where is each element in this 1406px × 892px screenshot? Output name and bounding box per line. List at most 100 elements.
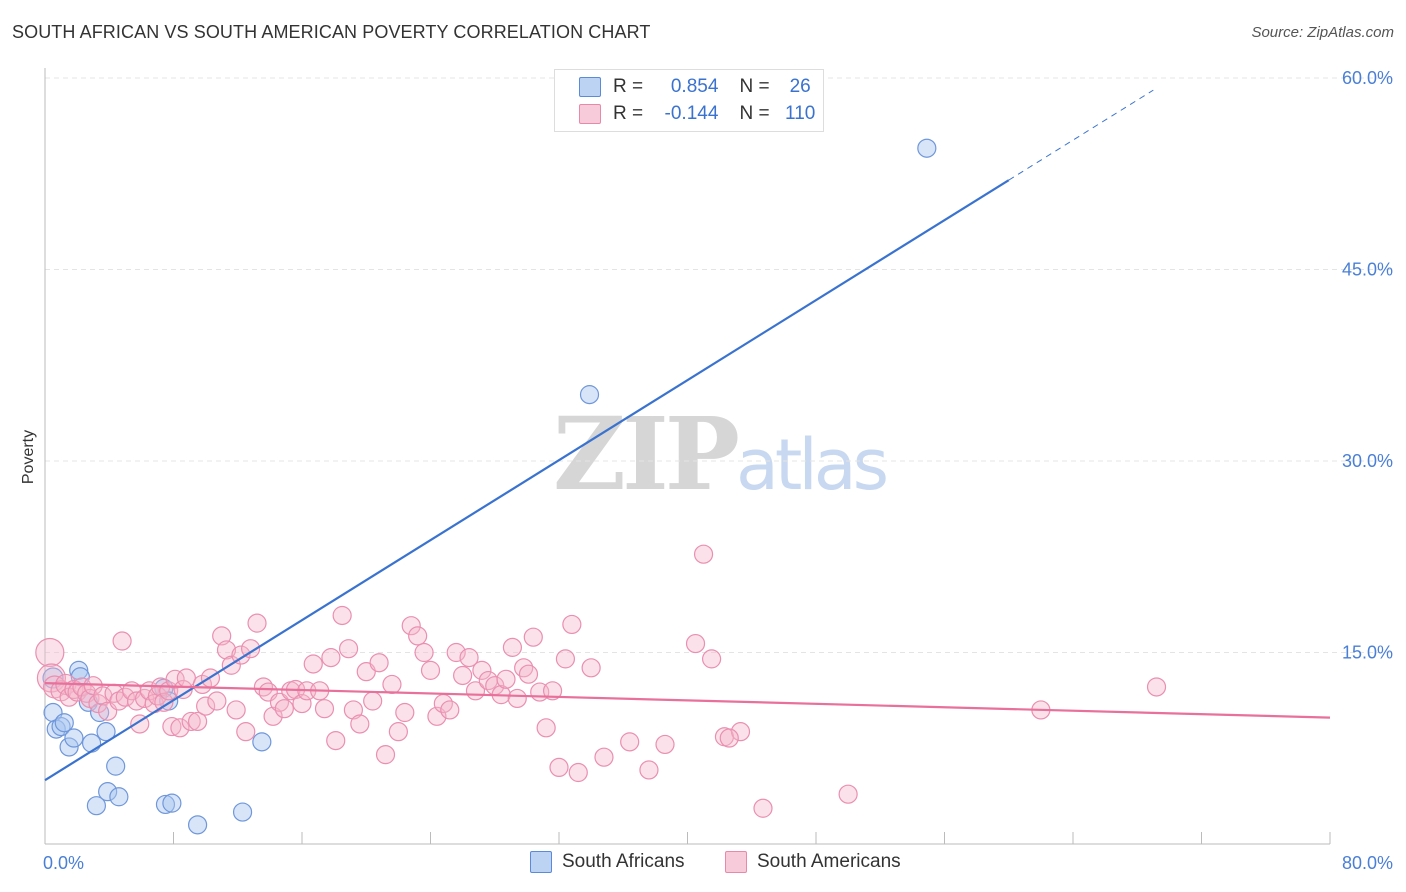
south-american-point xyxy=(303,654,323,674)
legend-swatch-blue xyxy=(579,77,601,97)
south-african-point xyxy=(106,756,126,776)
south-american-point xyxy=(753,798,773,818)
south-american-point xyxy=(459,648,479,668)
south-african-point xyxy=(109,787,129,807)
south-american-point xyxy=(719,728,739,748)
south-american-point xyxy=(338,639,359,659)
south-american-point xyxy=(562,614,582,635)
south-american-point xyxy=(594,747,614,767)
south-american-point xyxy=(231,645,251,665)
south-american-point xyxy=(395,702,415,723)
south-american-point xyxy=(446,642,466,663)
south-american-point xyxy=(176,668,196,688)
south-american-point xyxy=(496,669,516,689)
south-american-point xyxy=(401,616,421,636)
south-african-point xyxy=(81,733,102,753)
legend-n-value: 26 xyxy=(789,76,811,97)
south-american-point xyxy=(549,757,569,778)
south-american-point xyxy=(326,730,346,751)
south-american-point xyxy=(838,784,858,804)
south-american-point xyxy=(343,700,363,720)
x-tick-label: 80.0% xyxy=(1342,853,1393,873)
legend-r-value: 0.854 xyxy=(670,76,719,97)
south-african-point xyxy=(59,737,79,757)
south-african-point xyxy=(64,728,84,748)
watermark-atlas: atlas xyxy=(735,424,889,506)
south-american-point xyxy=(375,745,396,765)
trend-lines xyxy=(44,89,1331,782)
south-american-point xyxy=(112,631,132,651)
south-american-point xyxy=(518,664,539,684)
south-american-point xyxy=(216,640,237,660)
watermark: ZIPatlas xyxy=(553,395,889,513)
south-american-point xyxy=(414,642,434,663)
bottom-legend-south-americans[interactable]: South Americans xyxy=(725,851,901,873)
south-american-point xyxy=(453,665,473,686)
gridlines xyxy=(45,77,1393,653)
south-american-point xyxy=(388,722,408,742)
legend-label-south-africans: South Africans xyxy=(562,851,685,872)
south-american-point xyxy=(523,627,543,647)
trend-line-south-africans xyxy=(44,179,1010,782)
south-african-point xyxy=(98,782,118,802)
south-american-point xyxy=(693,544,714,564)
south-american-point xyxy=(263,706,283,726)
legend-swatch-blue xyxy=(530,851,552,873)
south-american-point xyxy=(502,637,523,657)
south-american-point xyxy=(181,711,201,732)
south-african-point xyxy=(54,713,74,733)
correlation-legend: R = 0.854 N = 26 R = -0.144 N = 110 xyxy=(554,69,824,132)
legend-n-value: 110 xyxy=(785,103,816,124)
south-american-point xyxy=(1146,677,1167,697)
south-american-point xyxy=(350,714,370,734)
south-american-point xyxy=(187,711,208,732)
south-american-point xyxy=(332,605,352,626)
y-tick-label: 45.0% xyxy=(1342,260,1393,280)
south-african-point xyxy=(162,793,182,813)
y-tick-label: 60.0% xyxy=(1342,68,1393,88)
data-points xyxy=(35,138,1167,835)
south-african-point xyxy=(96,722,116,742)
chart-title: SOUTH AFRICAN VS SOUTH AMERICAN POVERTY … xyxy=(12,22,651,42)
south-american-point xyxy=(241,639,261,659)
south-african-point xyxy=(232,802,253,822)
south-american-point xyxy=(620,732,640,752)
south-american-point xyxy=(408,626,428,646)
south-african-point xyxy=(155,794,176,815)
axes xyxy=(44,68,1331,845)
south-american-point xyxy=(639,760,659,780)
y-tick-label: 30.0% xyxy=(1342,451,1393,471)
south-american-point xyxy=(472,660,492,680)
legend-swatch-pink xyxy=(725,851,747,873)
south-american-point xyxy=(568,762,588,783)
south-american-point xyxy=(314,699,335,719)
south-american-point xyxy=(274,699,294,719)
south-american-point xyxy=(655,734,675,755)
south-american-point xyxy=(196,696,216,716)
legend-swatch-pink xyxy=(579,104,601,124)
south-american-point xyxy=(170,718,190,738)
chart-source: Source: ZipAtlas.com xyxy=(1251,24,1394,41)
south-american-point xyxy=(420,660,441,680)
south-american-point xyxy=(555,649,576,669)
south-american-point xyxy=(154,692,174,712)
legend-r-value: -0.144 xyxy=(664,103,719,124)
south-american-point xyxy=(382,674,402,695)
south-american-point xyxy=(730,722,751,742)
south-american-point xyxy=(35,637,65,668)
south-african-point xyxy=(69,660,89,680)
south-american-point xyxy=(581,658,601,678)
south-american-point xyxy=(162,716,182,737)
bottom-legend-south-africans[interactable]: South Africans xyxy=(530,851,685,873)
legend-n-label: N = xyxy=(739,76,770,97)
south-american-point xyxy=(542,681,563,701)
watermark-zip: ZIP xyxy=(553,395,740,513)
south-american-point xyxy=(507,688,527,709)
trend-line-south-americans xyxy=(44,682,1331,719)
legend-r-label: R = xyxy=(613,103,644,124)
legend-row-south-americans: R = -0.144 N = 110 xyxy=(579,103,820,125)
south-american-point xyxy=(207,691,227,711)
south-african-point xyxy=(579,385,600,405)
south-american-point xyxy=(247,613,267,633)
